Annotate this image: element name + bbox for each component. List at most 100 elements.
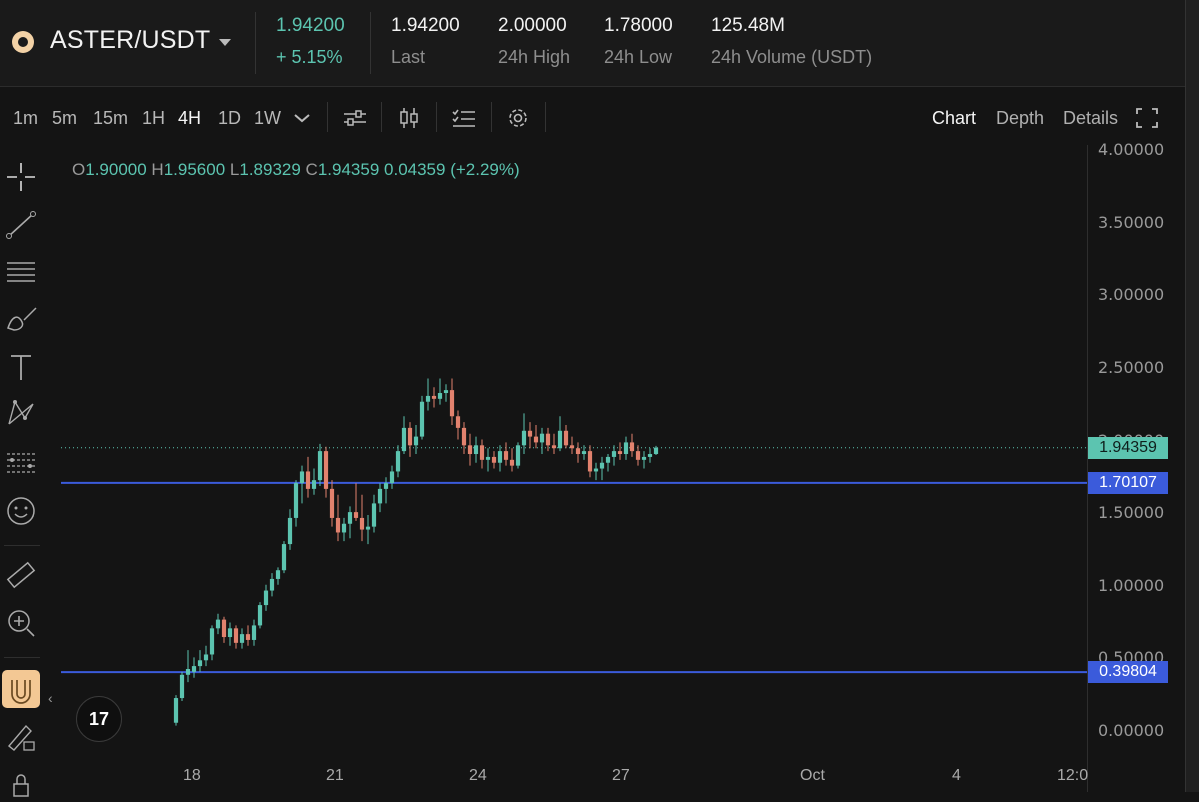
divider <box>4 657 40 658</box>
pattern-tool-icon[interactable] <box>4 396 38 430</box>
candle-body <box>191 666 197 672</box>
horizontal-line-price-tag: 1.70107 <box>1088 471 1168 494</box>
candle-body <box>347 512 353 524</box>
candle-body <box>521 430 527 446</box>
candle-body <box>311 480 317 489</box>
candle-body <box>269 578 275 591</box>
y-tick-label: 0.00000 <box>1098 721 1165 740</box>
x-tick-label: 24 <box>469 767 487 784</box>
candle-body <box>503 451 509 460</box>
x-tick-label: 4 <box>952 767 961 784</box>
timeframe-1m[interactable]: 1m <box>13 108 39 128</box>
candle-body <box>323 451 329 489</box>
gear-icon[interactable] <box>505 106 531 130</box>
divider <box>381 102 382 132</box>
fib-retracement-icon[interactable] <box>4 446 38 480</box>
price-change-percent: + 5.15% <box>276 47 343 67</box>
candlestick-chart[interactable] <box>61 145 1087 757</box>
candle-body <box>173 698 179 723</box>
candle-body <box>431 395 437 399</box>
candle-body <box>593 468 599 472</box>
candle-body <box>179 674 185 699</box>
timeframe-1w[interactable]: 1W <box>254 108 281 128</box>
candle-body <box>293 483 299 518</box>
low-value: 1.89329 <box>239 160 301 179</box>
divider <box>4 545 40 546</box>
candle-body <box>407 427 413 446</box>
magnet-icon <box>11 680 31 704</box>
candle-body <box>371 503 377 527</box>
fullscreen-icon[interactable] <box>1134 106 1160 130</box>
zoom-in-icon[interactable] <box>4 606 38 640</box>
candle-body <box>461 427 467 446</box>
lock-icon[interactable] <box>4 768 38 802</box>
lock-drawings-icon[interactable] <box>4 720 38 754</box>
candle-body <box>215 619 221 629</box>
candle-body <box>377 488 383 504</box>
crosshair-icon[interactable] <box>4 160 38 194</box>
candle-body <box>425 395 431 402</box>
timeframe-15m[interactable]: 15m <box>93 108 129 128</box>
divider <box>255 12 256 74</box>
ticker-header: ASTER/USDT 1.94200 + 5.15% 1.94200 Last … <box>0 0 1185 87</box>
timeframe-1h[interactable]: 1H <box>142 108 166 128</box>
timeframe-5m[interactable]: 5m <box>52 108 78 128</box>
candle-body <box>515 445 521 466</box>
candle-body <box>527 430 533 437</box>
chevron-down-icon[interactable] <box>289 106 315 130</box>
candle-body <box>563 430 569 446</box>
indicators-icon[interactable] <box>342 106 368 130</box>
open-value: 1.90000 <box>85 160 147 179</box>
divider <box>436 102 437 132</box>
candle-body <box>419 401 425 437</box>
candle-body <box>611 451 617 457</box>
price-axis[interactable] <box>1087 145 1186 792</box>
magnet-mode-button[interactable] <box>2 670 40 708</box>
x-tick-label: Oct <box>800 767 825 784</box>
close-label: C <box>305 160 318 179</box>
candle-body <box>329 488 335 518</box>
timeframe-4h[interactable]: 4H <box>178 108 202 128</box>
tab-details[interactable]: Details <box>1063 108 1119 128</box>
brush-icon[interactable] <box>4 302 38 336</box>
tab-chart[interactable]: Chart <box>932 108 977 128</box>
candle-body <box>335 517 341 533</box>
candle-body <box>491 456 497 463</box>
chevron-down-icon[interactable] <box>219 39 231 46</box>
text-tool-icon[interactable] <box>4 350 38 384</box>
candle-body <box>587 451 593 472</box>
candle-body <box>497 451 503 463</box>
x-tick-label: 18 <box>183 767 201 784</box>
candle-body <box>185 668 191 675</box>
emoji-icon[interactable] <box>4 494 38 528</box>
candle-body <box>479 445 485 460</box>
candle-body <box>275 570 281 579</box>
low-label: L <box>229 160 240 179</box>
candle-body <box>299 471 305 484</box>
high-24h-value: 2.00000 <box>498 15 567 36</box>
timeframe-1d[interactable]: 1D <box>218 108 242 128</box>
candle-body <box>449 390 455 417</box>
horizontal-lines-icon[interactable] <box>4 255 38 289</box>
candle-body <box>257 605 263 626</box>
trading-pair-selector[interactable]: ASTER/USDT <box>50 26 211 54</box>
open-label: O <box>72 160 86 179</box>
candle-type-icon[interactable] <box>396 106 422 130</box>
candle-body <box>599 462 605 469</box>
candle-body <box>533 436 539 443</box>
last-price-label: Last <box>391 47 426 67</box>
low-24h-label: 24h Low <box>604 47 673 67</box>
aster-coin-logo <box>12 31 34 53</box>
tradingview-logo[interactable]: 17 <box>76 696 122 742</box>
templates-list-icon[interactable] <box>451 106 477 130</box>
trend-line-icon[interactable] <box>4 208 38 242</box>
candle-body <box>647 454 653 457</box>
candle-body <box>443 390 449 394</box>
y-tick-label: 3.50000 <box>1098 212 1165 232</box>
close-value: 1.94359 <box>317 160 380 179</box>
x-tick-label: 21 <box>326 767 344 784</box>
tab-depth[interactable]: Depth <box>996 108 1045 128</box>
candle-body <box>455 416 461 428</box>
collapse-toolbar-icon[interactable]: ‹ <box>48 690 53 706</box>
ruler-icon[interactable] <box>4 558 38 592</box>
